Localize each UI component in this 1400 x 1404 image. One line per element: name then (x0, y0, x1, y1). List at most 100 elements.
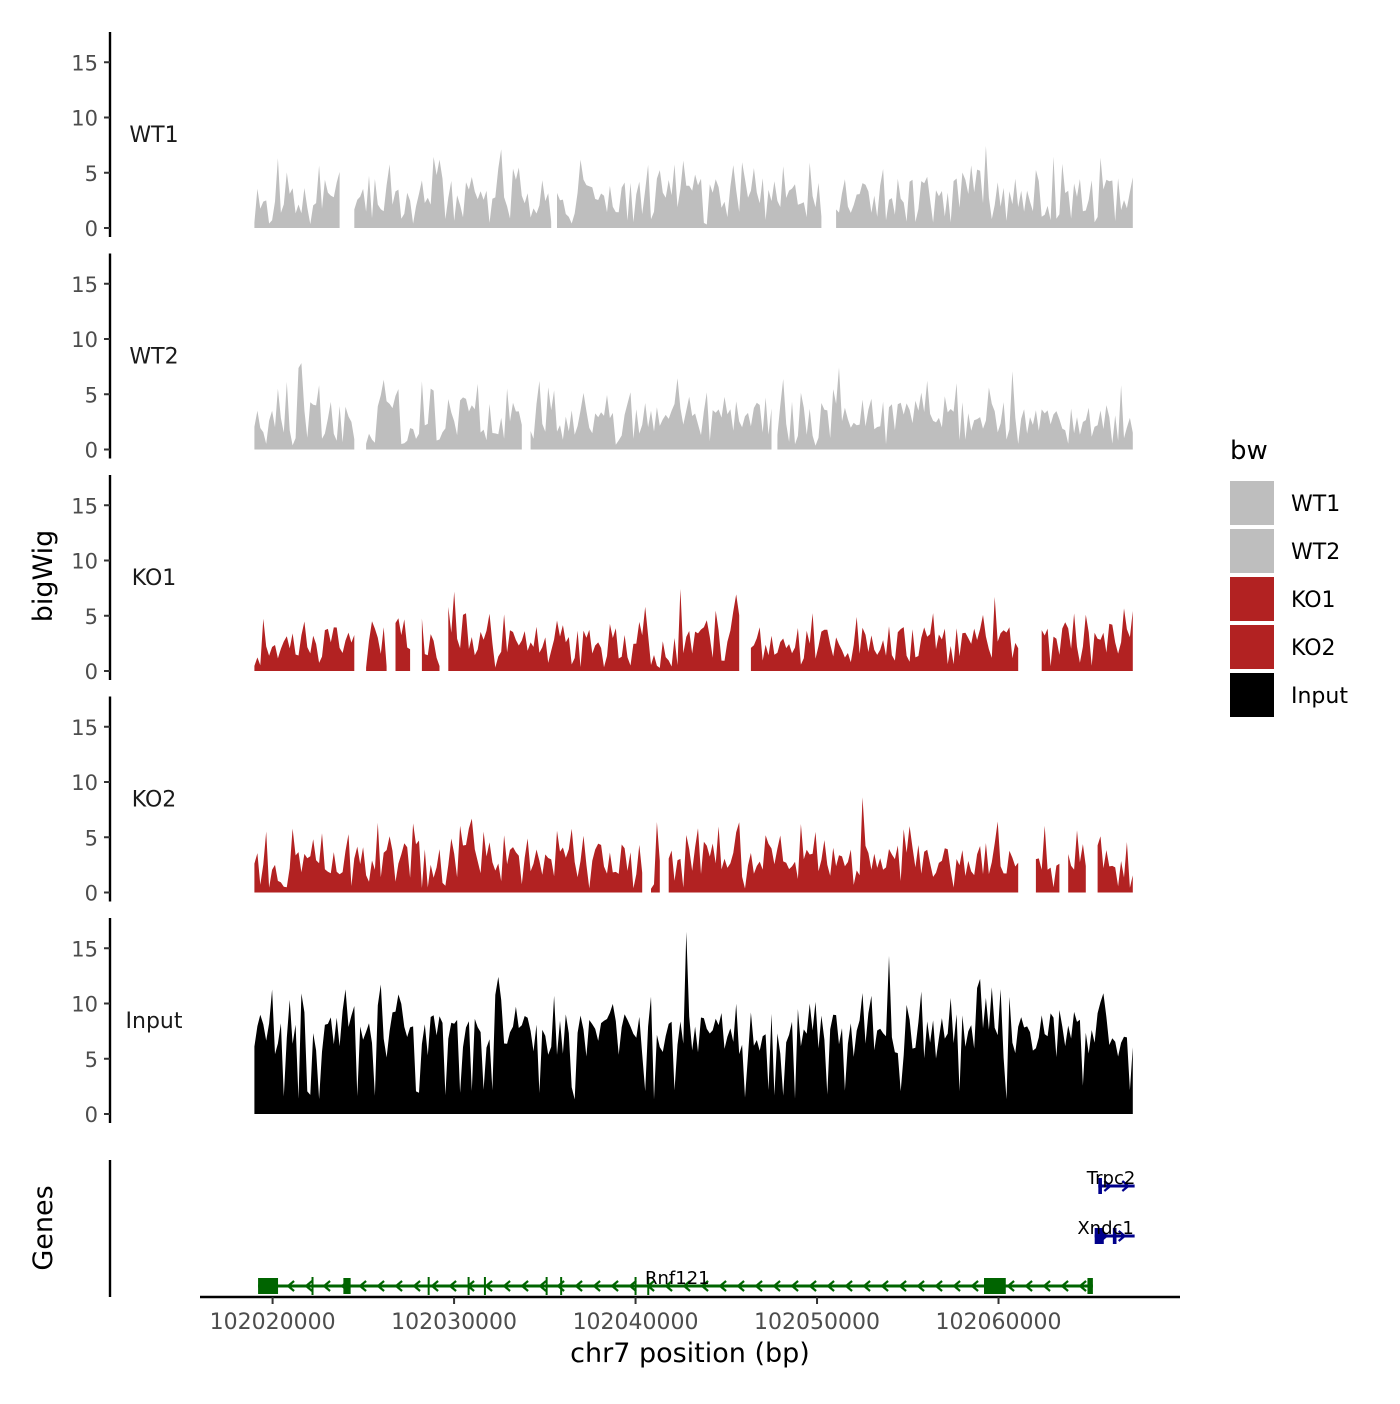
x-tick-label: 102050000 (754, 1310, 880, 1335)
gene-label: Trpc2 (1086, 1168, 1136, 1189)
x-tick-label: 102030000 (391, 1310, 517, 1335)
strand-arrow (862, 1280, 871, 1292)
track-input: 0 5 10 15 Input (71, 918, 1133, 1127)
track-wt1: 0 5 10 15 WT1 (71, 32, 1133, 241)
y-tick-label: 15 (71, 51, 98, 75)
strand-arrow (772, 1280, 781, 1292)
y-tick-label: 10 (71, 550, 98, 574)
legend-title: bw (1230, 436, 1268, 466)
legend-key-ko2 (1230, 625, 1274, 669)
legend-key-wt1 (1230, 481, 1274, 525)
strand-arrow (322, 1280, 331, 1292)
signal-area-ko2 (254, 797, 1133, 893)
strand-arrow (880, 1280, 889, 1292)
gene-label: Rnf121 (645, 1268, 710, 1289)
legend-label-input: Input (1291, 684, 1348, 709)
strand-arrow (520, 1280, 529, 1292)
y-axis-title: bigWig (28, 530, 59, 623)
strand-arrow (808, 1280, 817, 1292)
track-wt2: 0 5 10 15 WT2 (71, 253, 1133, 463)
exon (1094, 1228, 1104, 1244)
exon (1087, 1278, 1093, 1294)
strand-arrow (1117, 1230, 1127, 1242)
strand-arrow (376, 1280, 385, 1292)
strand-arrow (538, 1280, 547, 1292)
legend: bw WT1 WT2 KO1 KO2 Input (1230, 436, 1348, 717)
legend-key-ko1 (1230, 577, 1274, 621)
y-tick-label: 10 (71, 107, 98, 131)
y-tick-label: 5 (85, 162, 98, 186)
strand-arrow (358, 1280, 367, 1292)
exon (343, 1278, 351, 1294)
track-ko2: 0 5 10 15 KO2 (71, 696, 1133, 906)
strand-arrow (1006, 1280, 1015, 1292)
legend-label-ko1: KO1 (1291, 588, 1336, 613)
strand-arrow (304, 1280, 313, 1292)
exon (984, 1278, 1006, 1294)
y-tick-label: 10 (71, 328, 98, 352)
y-tick-label: 15 (71, 716, 98, 740)
strand-arrow (682, 1280, 691, 1292)
track-label: WT1 (129, 123, 178, 148)
strand-arrow (790, 1280, 799, 1292)
y-tick-label: 0 (85, 882, 98, 906)
strand-arrow (502, 1280, 511, 1292)
strand-arrow (826, 1280, 835, 1292)
strand-arrow (700, 1280, 709, 1292)
y-tick-label: 5 (85, 383, 98, 407)
strand-arrow (286, 1280, 295, 1292)
gene-trpc2: Trpc2 (1086, 1168, 1136, 1194)
y-tick-label: 0 (85, 439, 98, 463)
track-label: KO1 (132, 566, 177, 591)
track-label: WT2 (129, 345, 178, 370)
strand-arrow (754, 1280, 763, 1292)
y-tick-label: 15 (71, 937, 98, 961)
legend-label-wt1: WT1 (1291, 492, 1340, 517)
strand-arrow (1024, 1280, 1033, 1292)
strand-arrow (952, 1280, 961, 1292)
strand-arrow (592, 1280, 601, 1292)
gene-rnf121: Rnf121 (258, 1268, 1093, 1295)
y-tick-label: 15 (71, 273, 98, 297)
genes-axis-title: Genes (28, 1185, 59, 1270)
strand-arrow (1121, 1180, 1131, 1192)
bigwig-tracks: 0 5 10 15 WT1 0 5 10 15 WT2 0 5 10 15 KO1 0 5 10 15 KO2 0 5 10… (71, 32, 1133, 1127)
x-tick-label: 102020000 (210, 1310, 336, 1335)
x-tick-label: 102040000 (573, 1310, 699, 1335)
strand-arrow (664, 1280, 673, 1292)
strand-arrow (844, 1280, 853, 1292)
signal-area-ko1 (254, 589, 1133, 671)
x-axis-title: chr7 position (bp) (570, 1338, 810, 1369)
y-tick-label: 0 (85, 660, 98, 684)
strand-arrow (1078, 1280, 1087, 1292)
legend-key-wt2 (1230, 529, 1274, 573)
strand-arrow (970, 1280, 979, 1292)
strand-arrow (610, 1280, 619, 1292)
strand-arrow (412, 1280, 421, 1292)
strand-arrow (718, 1280, 727, 1292)
strand-arrow (430, 1280, 439, 1292)
gene-label: Xndc1 (1077, 1218, 1134, 1239)
strand-arrow (916, 1280, 925, 1292)
strand-arrow (1060, 1280, 1069, 1292)
track-label: Input (126, 1009, 183, 1034)
strand-arrow (736, 1280, 745, 1292)
strand-arrow (934, 1280, 943, 1292)
strand-arrow (628, 1280, 637, 1292)
y-tick-label: 0 (85, 217, 98, 241)
y-tick-label: 5 (85, 826, 98, 850)
y-tick-label: 5 (85, 1048, 98, 1072)
legend-label-ko2: KO2 (1291, 636, 1336, 661)
y-tick-label: 15 (71, 494, 98, 518)
strand-arrow (1103, 1180, 1113, 1192)
exon (1098, 1178, 1102, 1194)
exon (1112, 1228, 1117, 1244)
exon (258, 1278, 279, 1294)
y-tick-label: 10 (71, 993, 98, 1017)
x-axis: 102020000 102030000 102040000 102050000 1020… (200, 1295, 1180, 1335)
y-tick-label: 0 (85, 1103, 98, 1127)
y-tick-label: 10 (71, 771, 98, 795)
strand-arrow (1042, 1280, 1051, 1292)
